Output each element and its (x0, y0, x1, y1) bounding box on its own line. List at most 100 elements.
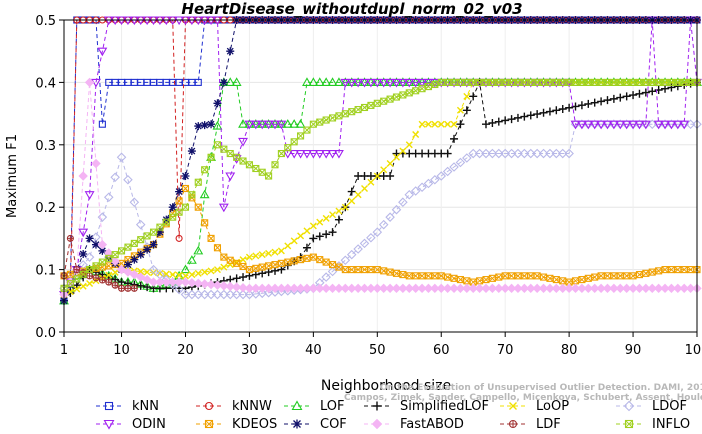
series-markers (59, 77, 702, 300)
data-point (143, 283, 152, 292)
x-tick-label: 50 (369, 343, 386, 358)
data-point (321, 272, 331, 282)
series-kdeos (60, 184, 701, 286)
series-markers (60, 16, 701, 305)
data-point (603, 96, 612, 105)
data-point (443, 149, 452, 158)
series-line (63, 19, 697, 295)
legend-item-simplifiedlof: SimplifiedLOF (364, 399, 489, 414)
data-point (404, 189, 415, 200)
data-point (551, 148, 562, 159)
data-point (308, 77, 319, 86)
data-point (341, 203, 349, 211)
data-point (423, 78, 434, 88)
data-point (360, 103, 369, 112)
data-point (366, 232, 376, 243)
data-point (667, 83, 676, 92)
data-point (295, 149, 306, 159)
data-point (175, 234, 183, 242)
data-point (634, 283, 645, 294)
data-point (105, 254, 113, 262)
data-point (91, 158, 101, 169)
data-point (564, 148, 574, 159)
series-markers (60, 16, 701, 305)
data-point (327, 283, 338, 294)
series-line (63, 19, 697, 301)
data-point (347, 187, 356, 196)
data-point (129, 197, 140, 207)
data-point (194, 269, 202, 277)
data-point (193, 289, 204, 300)
data-point (303, 126, 311, 134)
data-point (431, 120, 439, 128)
data-point (392, 153, 400, 161)
data-point (353, 244, 363, 254)
data-point (474, 148, 485, 159)
x-tick-label: 20 (177, 343, 194, 358)
data-point (322, 214, 330, 222)
legend-label: INFLO (652, 417, 690, 432)
data-point (91, 232, 101, 242)
data-point (449, 162, 459, 172)
data-point (634, 120, 645, 130)
data-point (640, 120, 651, 130)
data-point (206, 279, 216, 290)
data-point (385, 212, 395, 222)
series-knnw (60, 16, 701, 299)
data-point (277, 247, 285, 255)
data-point (584, 99, 593, 108)
data-point (404, 283, 414, 294)
data-point (297, 132, 305, 140)
data-point (609, 283, 619, 294)
data-point (187, 289, 197, 300)
data-point (666, 283, 677, 294)
data-point (156, 269, 164, 277)
data-point (244, 283, 255, 294)
data-point (321, 149, 332, 159)
data-point (366, 283, 376, 294)
data-point (462, 153, 472, 163)
data-point (232, 274, 241, 283)
data-point (487, 148, 498, 159)
data-point (348, 197, 356, 205)
data-point (284, 242, 292, 250)
data-point (329, 211, 337, 219)
data-point (673, 82, 682, 91)
data-point (271, 248, 279, 256)
data-point (513, 113, 522, 122)
legend-label: LOF (320, 399, 345, 414)
data-point (84, 252, 95, 262)
data-point (233, 153, 241, 161)
data-point (679, 120, 690, 130)
y-tick-label: 0.3 (35, 139, 56, 154)
data-point (602, 120, 613, 130)
data-point (417, 78, 428, 88)
data-point (564, 283, 574, 294)
data-point (391, 78, 402, 88)
data-point (92, 262, 100, 270)
data-point (129, 269, 140, 280)
data-point (334, 283, 344, 294)
data-point (86, 279, 94, 287)
series-line (63, 81, 697, 296)
data-point (545, 107, 554, 116)
data-point (469, 92, 478, 101)
data-point (271, 161, 279, 169)
data-point (660, 283, 670, 294)
data-point (295, 283, 306, 294)
data-point (86, 272, 94, 280)
data-point (327, 77, 338, 86)
data-point (455, 157, 466, 168)
x-tick-label: 90 (625, 343, 642, 358)
data-point (474, 283, 485, 294)
legend-label: COF (320, 417, 347, 432)
data-point (685, 119, 696, 129)
watermark-citation: On the Evaluation of Unsupervised Outlie… (380, 383, 702, 393)
data-point (231, 282, 242, 292)
series-markers (60, 78, 701, 299)
data-point (314, 77, 325, 86)
data-point (239, 256, 247, 264)
data-point (245, 161, 253, 169)
plot-area (63, 19, 698, 333)
data-point (136, 272, 146, 282)
